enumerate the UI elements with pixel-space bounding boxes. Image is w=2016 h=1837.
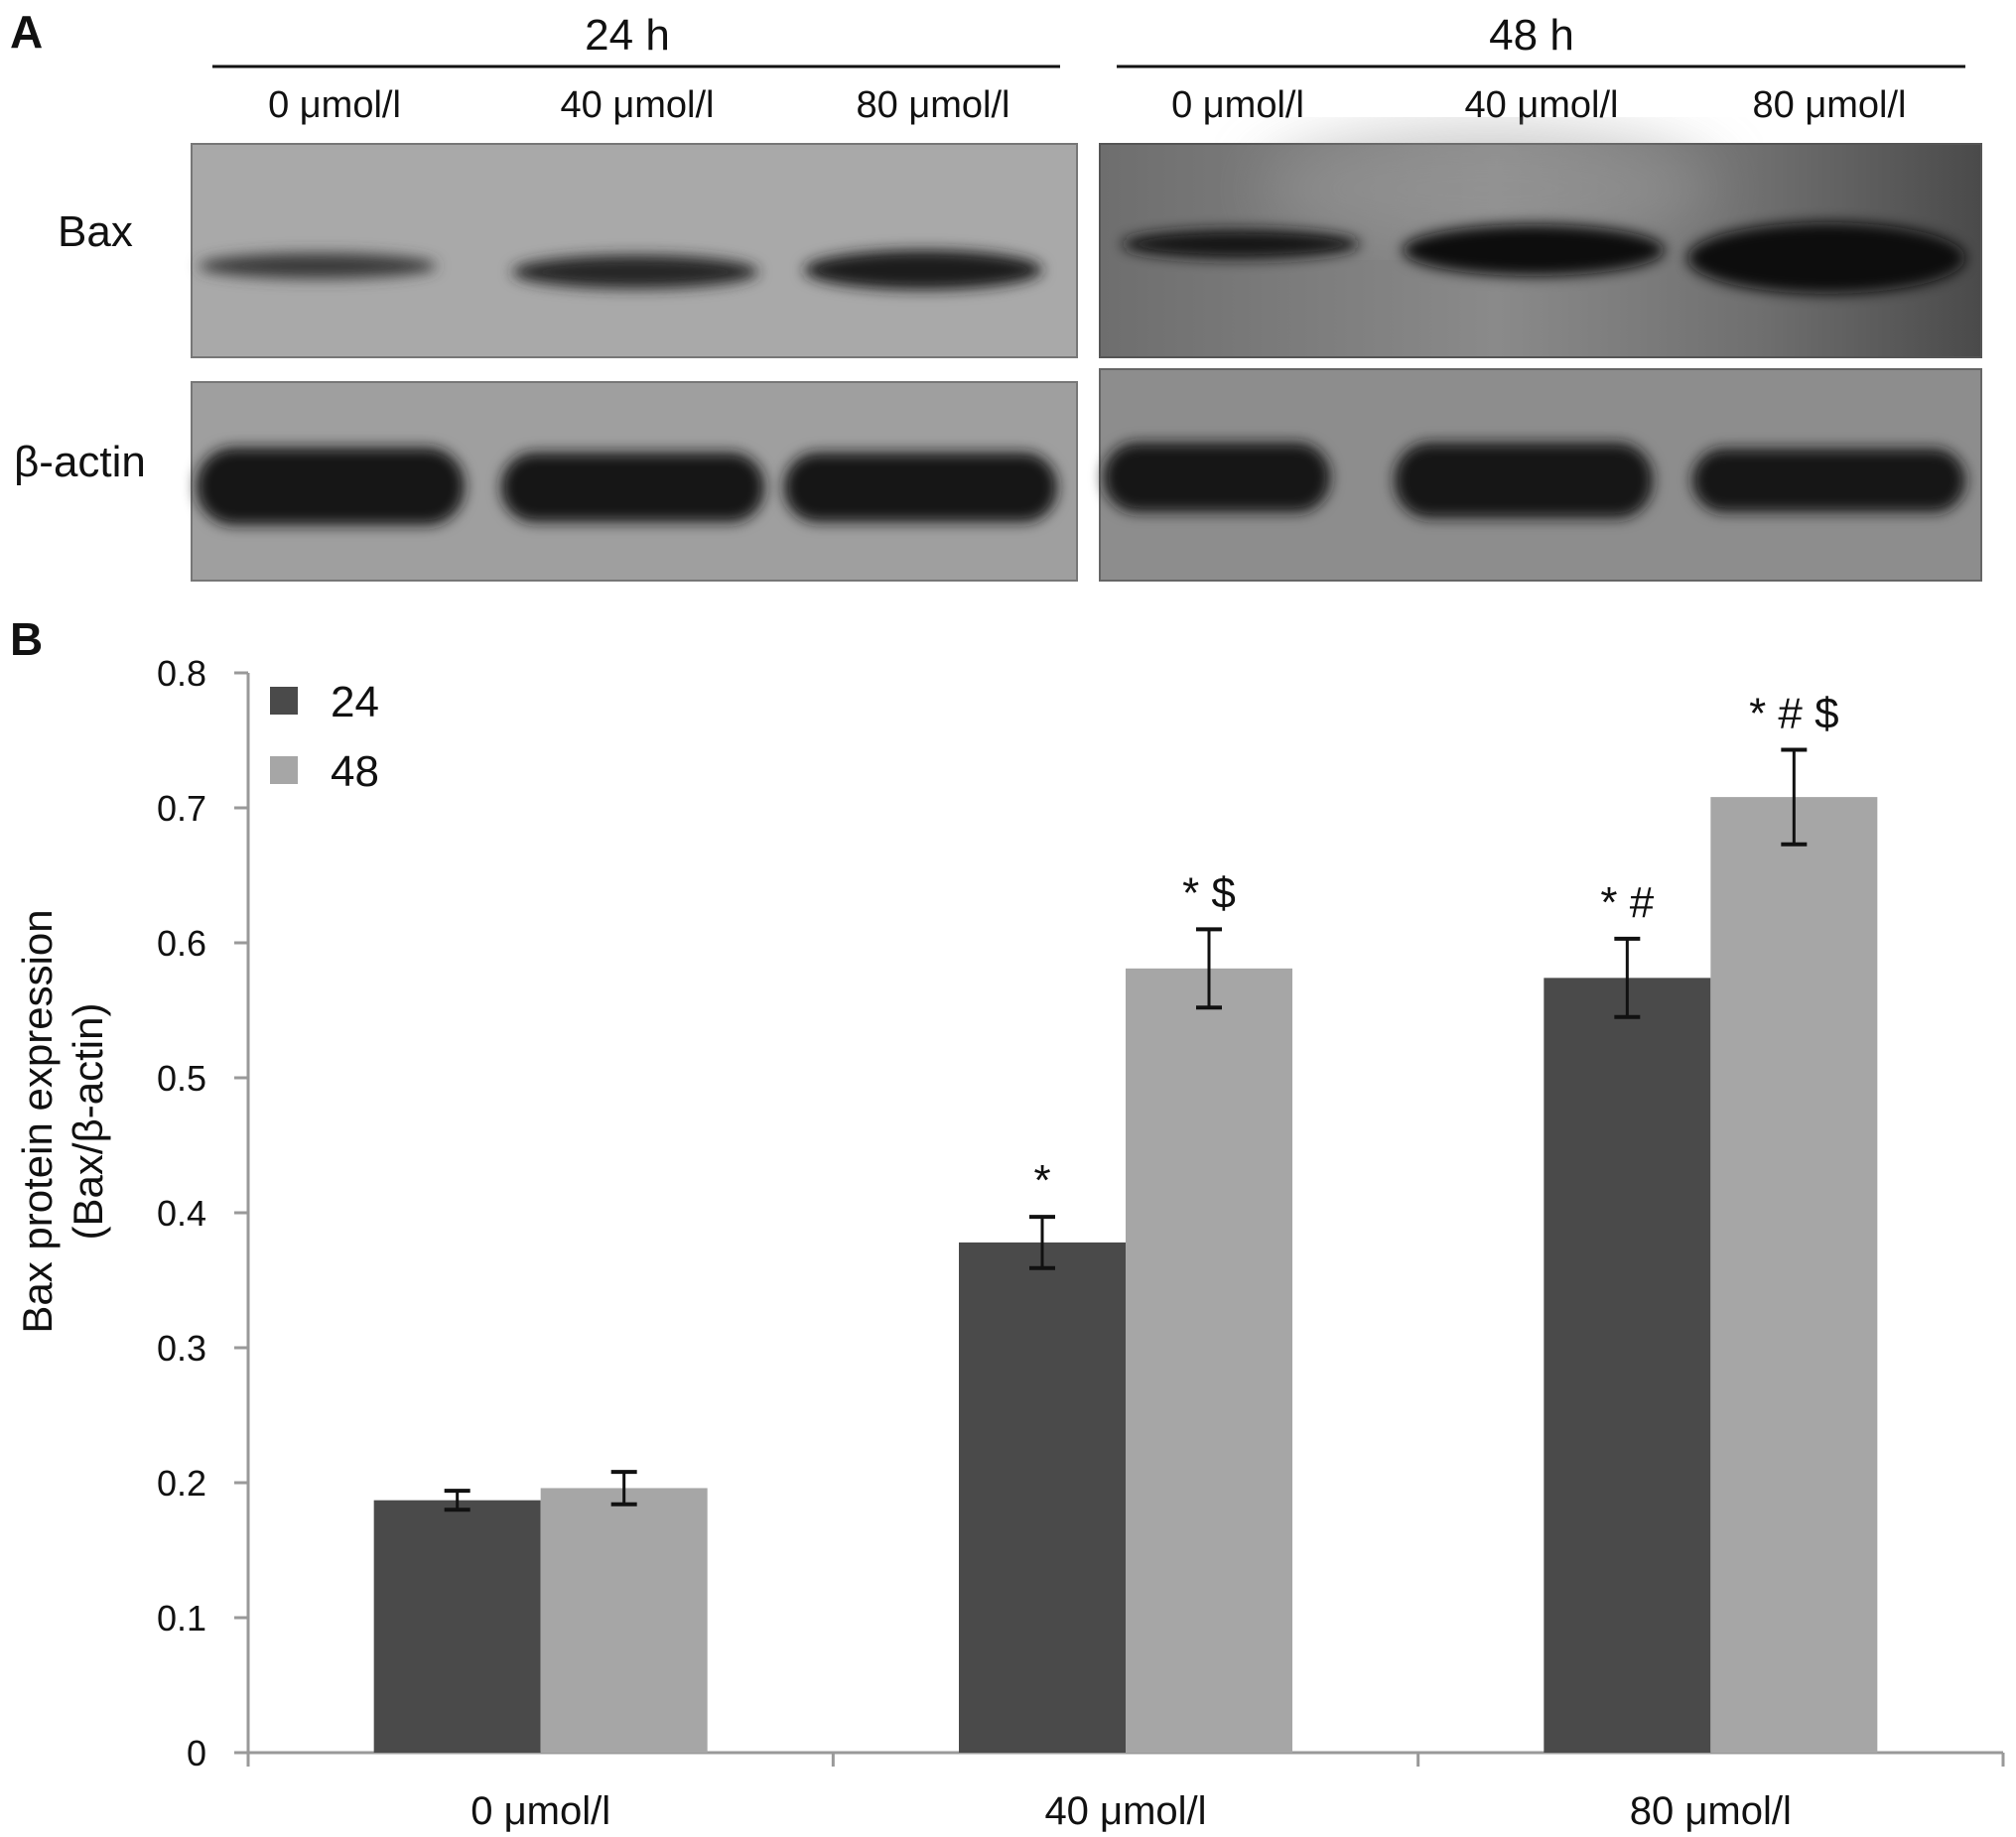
panel-b-label: B: [10, 613, 43, 665]
row-label-beta-actin: β-actin: [14, 438, 146, 486]
band-bax-48h-40: [1403, 224, 1665, 276]
row-label-bax: Bax: [58, 207, 133, 256]
y-axis-title-line-1: Bax protein expression: [14, 909, 61, 1333]
legend-swatch-48: [270, 756, 298, 784]
bar-48-1: [1126, 968, 1292, 1753]
lane-label-48h-40: 40 μmol/l: [1465, 84, 1619, 126]
bar-24-2: [1544, 978, 1711, 1753]
panel-a: A 24 h 0 μmol/l 40 μmol/l 80 μmol/l 48 h…: [10, 6, 1982, 582]
y-tick-label: 0.3: [157, 1328, 206, 1369]
group-title-24h: 24 h: [585, 11, 670, 60]
band-bax-24h-40: [512, 255, 758, 289]
y-tick-label: 0.4: [157, 1193, 206, 1234]
band-actin-24h-80: [784, 453, 1057, 522]
legend: 24 48: [270, 678, 379, 796]
band-actin-24h-0: [197, 448, 465, 525]
bar-48-2: [1710, 797, 1878, 1753]
lane-label-48h-80: 80 μmol/l: [1753, 84, 1907, 126]
blot-48h-beta-actin: [1099, 368, 1982, 582]
y-tick-label: 0.1: [157, 1598, 206, 1639]
significance-label-24-2: * #: [1600, 878, 1654, 927]
band-bax-48h-0: [1122, 229, 1360, 259]
band-actin-48h-0: [1104, 443, 1330, 512]
blot-48h-bax: [1099, 129, 1982, 358]
legend-swatch-24: [270, 687, 298, 715]
band-actin-24h-40: [501, 453, 764, 522]
y-tick-label: 0: [187, 1733, 206, 1773]
band-bax-24h-0: [199, 253, 437, 279]
y-axis-title: Bax protein expression (Bax/β-actin): [14, 909, 111, 1333]
band-bax-48h-80: [1687, 222, 1965, 294]
chart-bars: [373, 797, 1878, 1753]
y-tick-label: 0.8: [157, 653, 206, 694]
band-bax-24h-80: [804, 250, 1042, 290]
lane-label-48h-0: 0 μmol/l: [1171, 84, 1304, 126]
significance-label-48-2: * # $: [1749, 690, 1839, 738]
chart-error-bars: [444, 747, 1808, 1512]
band-actin-48h-40: [1395, 443, 1653, 518]
bar-24-1: [959, 1242, 1126, 1753]
band-actin-48h-80: [1692, 449, 1965, 512]
bar-48-0: [540, 1488, 708, 1753]
blot-24h-beta-actin: [191, 381, 1078, 582]
x-tick-label: 80 μmol/l: [1630, 1789, 1792, 1833]
y-axis-title-line-2: (Bax/β-actin): [65, 1003, 111, 1241]
blot-24h-bax: [191, 143, 1078, 358]
lane-label-24h-0: 0 μmol/l: [268, 84, 401, 126]
panel-b: B Bax protein expression (Bax/β-actin) 0…: [10, 613, 2005, 1833]
lane-label-24h-40: 40 μmol/l: [561, 84, 715, 126]
legend-label-48: 48: [331, 747, 379, 796]
panel-a-label: A: [10, 6, 43, 58]
y-tick-label: 0.6: [157, 923, 206, 964]
y-tick-label: 0.2: [157, 1463, 206, 1504]
legend-label-24: 24: [331, 678, 379, 726]
x-tick-label: 40 μmol/l: [1044, 1789, 1206, 1833]
y-tick-label: 0.5: [157, 1058, 206, 1099]
bar-24-0: [373, 1500, 541, 1753]
significance-label-24-1: *: [1033, 1156, 1050, 1205]
lane-label-24h-80: 80 μmol/l: [857, 84, 1010, 126]
significance-label-48-1: * $: [1182, 868, 1236, 917]
chart-annotations: * * $ * # * # $: [1033, 690, 1838, 1206]
x-tick-label: 0 μmol/l: [470, 1789, 610, 1833]
group-title-48h: 48 h: [1489, 11, 1574, 60]
y-tick-label: 0.7: [157, 788, 206, 829]
